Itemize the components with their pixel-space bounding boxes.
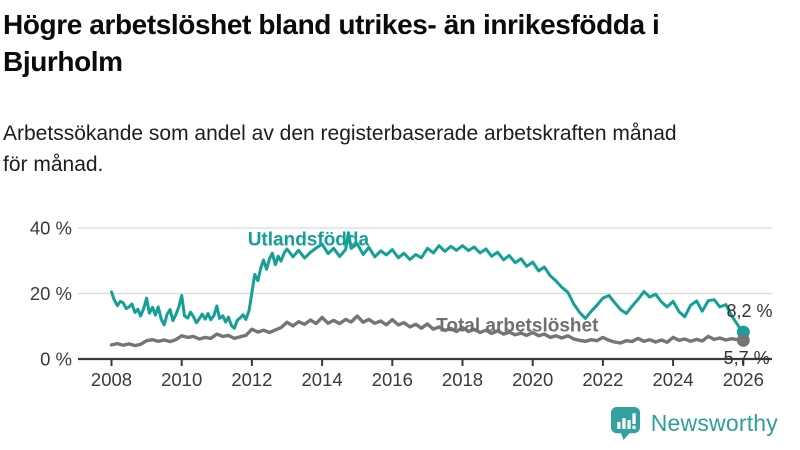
x-tick-label: 2012 (231, 369, 272, 390)
newsworthy-icon (610, 407, 640, 440)
x-tick-label: 2020 (512, 369, 553, 390)
y-tick-label: 20 % (30, 283, 72, 304)
chart-subtitle: Arbetssökande som andel av den registerb… (3, 118, 797, 180)
page-title: Högre arbetslöshet bland utrikes- än inr… (3, 6, 797, 80)
series-end-dot (736, 333, 750, 347)
brand-name: Newsworthy (650, 410, 778, 436)
x-tick-label: 2018 (442, 369, 483, 390)
subtitle-line-2: för månad. (3, 153, 104, 176)
title-line-2: Bjurholm (3, 46, 123, 77)
y-tick-label: 40 % (30, 218, 72, 239)
line-chart: 0 % 20 % 40 % 2008 2010 2012 2014 2016 2018 2020 2… (30, 218, 773, 390)
x-tick-label: 2008 (91, 369, 132, 390)
newsworthy-logo[interactable]: Newsworthy (609, 405, 778, 442)
series-line-utlandsf-dda (110, 231, 745, 334)
subtitle-line-1: Arbetssökande som andel av den registerb… (3, 122, 677, 145)
series-end-value-label: 8,2 % (726, 301, 772, 321)
x-tick-label: 2022 (582, 369, 623, 390)
title-line-1: Högre arbetslöshet bland utrikes- än inr… (3, 9, 660, 40)
series-label: Total arbetslöshet (436, 315, 599, 336)
x-tick-label: 2010 (161, 369, 202, 390)
x-tick-label: 2014 (302, 369, 343, 390)
x-tick-label: 2016 (372, 369, 413, 390)
x-tick-label: 2024 (653, 369, 694, 390)
series-end-value-label: 5,7 % (724, 348, 770, 368)
line-chart-area: 0 % 20 % 40 % 2008 2010 2012 2014 2016 2018 2020 2… (0, 195, 800, 400)
x-tick-label: 2026 (723, 369, 764, 390)
y-tick-label: 0 % (40, 349, 72, 370)
series-line-total-arbetsl-shet (109, 314, 745, 348)
series-label: Utlandsfödda (248, 230, 370, 251)
